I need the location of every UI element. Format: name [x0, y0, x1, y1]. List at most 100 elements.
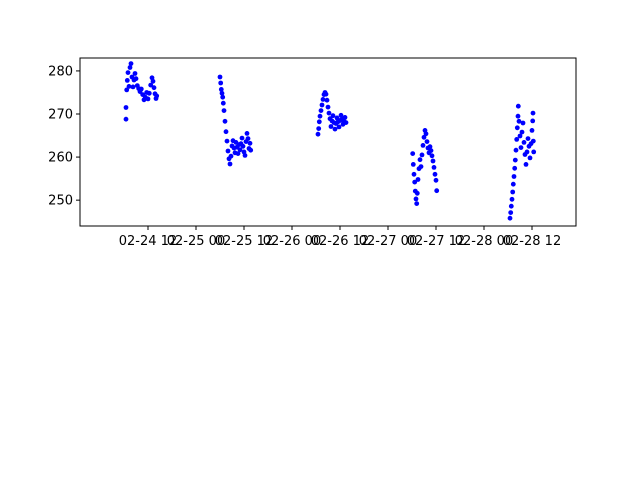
data-point	[508, 203, 514, 209]
x-tick-label: 02-25 00	[167, 234, 225, 249]
data-point	[247, 140, 253, 146]
data-point	[415, 177, 421, 182]
data-point	[530, 138, 536, 144]
data-point	[150, 78, 156, 84]
data-point	[413, 196, 419, 202]
data-point	[514, 137, 520, 142]
data-points	[123, 61, 537, 221]
data-point	[128, 61, 134, 66]
data-point	[342, 115, 348, 120]
data-point	[510, 181, 516, 187]
data-point	[218, 80, 224, 86]
data-point	[516, 118, 522, 124]
data-point	[530, 118, 536, 124]
data-point	[517, 133, 523, 139]
data-point	[508, 210, 514, 216]
data-point	[316, 126, 322, 131]
data-point	[520, 120, 526, 126]
data-point	[410, 151, 416, 157]
y-tick-label: 250	[48, 194, 73, 209]
data-point	[515, 113, 521, 119]
data-point	[330, 113, 336, 119]
data-point	[222, 118, 228, 124]
data-point	[514, 125, 520, 131]
data-point	[411, 171, 417, 177]
data-point	[420, 143, 426, 148]
data-point	[151, 85, 157, 91]
data-point	[343, 120, 349, 125]
data-point	[316, 119, 322, 125]
data-point	[245, 136, 251, 142]
data-point	[511, 174, 517, 179]
x-tick-label: 02-26 00	[263, 234, 321, 249]
data-point	[421, 134, 427, 140]
data-point	[248, 147, 254, 153]
data-point	[430, 158, 436, 164]
data-point	[525, 136, 531, 142]
data-point	[328, 124, 334, 129]
x-tick-label: 02-27 00	[359, 234, 417, 249]
data-point	[324, 97, 330, 103]
data-point	[126, 84, 132, 89]
data-point	[319, 102, 325, 108]
data-point	[418, 164, 424, 170]
y-tick-label: 270	[48, 108, 73, 123]
data-point	[509, 196, 515, 202]
data-point	[412, 179, 418, 185]
data-point	[239, 135, 245, 141]
data-point	[237, 147, 243, 153]
data-point	[326, 110, 332, 116]
data-point	[414, 201, 420, 207]
data-point	[217, 74, 223, 80]
data-point	[518, 145, 524, 151]
data-point	[220, 94, 226, 100]
data-point	[315, 131, 321, 137]
data-point	[148, 82, 154, 88]
data-point	[124, 78, 130, 83]
data-point	[123, 105, 129, 110]
data-point	[432, 171, 438, 177]
data-point	[154, 93, 160, 99]
x-tick-label: 02-28 00	[455, 234, 513, 249]
data-point	[428, 148, 434, 154]
data-point	[519, 129, 525, 135]
data-point	[417, 157, 423, 163]
data-point	[410, 162, 416, 167]
y-axis-ticks: 250 260 270 280	[48, 64, 80, 209]
data-point	[338, 112, 344, 118]
data-point	[224, 138, 230, 144]
data-point	[323, 91, 329, 97]
plot-frame	[79, 57, 577, 227]
data-point	[523, 162, 529, 167]
data-point	[336, 124, 342, 130]
data-point	[318, 108, 324, 113]
data-point	[227, 161, 233, 167]
data-point	[123, 116, 129, 122]
data-point	[218, 87, 224, 92]
data-point	[507, 215, 513, 221]
x-tick-label: 02-26 12	[311, 234, 369, 249]
data-point	[240, 143, 246, 149]
data-point	[429, 153, 435, 159]
data-point	[510, 189, 516, 195]
data-point	[512, 165, 518, 171]
data-point	[529, 127, 535, 133]
data-point	[527, 155, 533, 161]
data-point	[513, 147, 519, 153]
data-point	[146, 90, 152, 96]
data-point	[225, 148, 231, 154]
data-point	[235, 151, 241, 157]
x-tick-label: 02-27 12	[407, 234, 465, 249]
data-point	[524, 149, 530, 155]
data-point	[130, 84, 136, 90]
data-point	[433, 177, 439, 183]
data-point	[221, 108, 227, 113]
data-point	[244, 131, 250, 136]
data-point	[515, 103, 521, 109]
data-point	[220, 100, 226, 106]
data-point	[419, 152, 425, 158]
data-point	[424, 139, 430, 145]
data-point	[145, 96, 151, 102]
data-point	[133, 76, 139, 82]
